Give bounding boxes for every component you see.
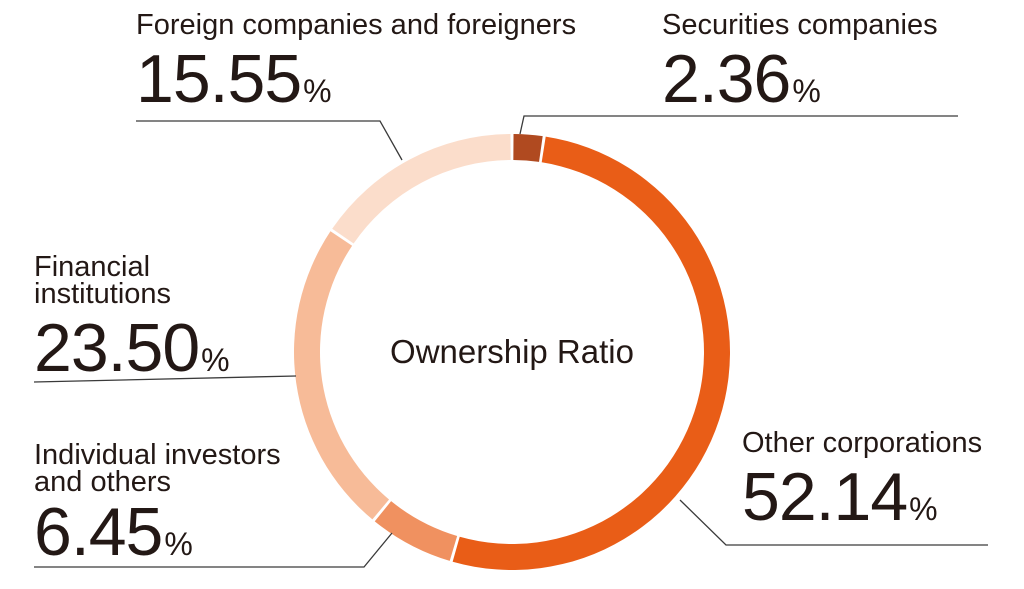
chart-title: Ownership Ratio (390, 333, 634, 370)
leader-financial (33, 375, 297, 383)
label-other-corporations: Other corporations 52.14% (742, 427, 983, 532)
label-securities-companies: Securities companies 2.36% (662, 9, 938, 114)
label-value: 6.45% (34, 498, 281, 566)
value-unit: % (909, 491, 938, 527)
donut-slice-4 (332, 134, 511, 244)
label-value: 2.36% (662, 45, 938, 113)
donut-slice-3 (294, 231, 390, 520)
value-unit: % (164, 526, 193, 562)
label-name: Financial institutions (34, 251, 172, 310)
value-number: 15.55 (136, 41, 302, 117)
leader-individual (34, 532, 393, 568)
label-value: 15.55% (136, 45, 576, 113)
label-foreign-companies: Foreign companies and foreigners 15.55% (136, 9, 577, 114)
label-value: 23.50% (34, 314, 230, 382)
label-financial-institutions: Financial institutions 23.50% (34, 251, 230, 383)
label-individual-investors: Individual investors and others 6.45% (34, 439, 281, 567)
label-name: Individual investors and others (34, 439, 281, 498)
donut-slice-2 (374, 501, 458, 561)
value-number: 2.36 (662, 41, 791, 117)
leader-securities (519, 115, 958, 135)
leader-other (679, 499, 988, 546)
value-number: 6.45 (34, 494, 163, 570)
value-unit: % (792, 73, 821, 109)
value-number: 23.50 (34, 310, 200, 386)
label-name: Foreign companies and foreigners (136, 9, 577, 41)
leader-foreign (136, 120, 403, 161)
value-unit: % (303, 73, 332, 109)
label-name: Other corporations (742, 427, 983, 459)
donut-slice-0 (513, 134, 543, 162)
value-number: 52.14 (742, 459, 908, 535)
value-unit: % (201, 342, 230, 378)
label-value: 52.14% (742, 463, 982, 531)
label-name: Securities companies (662, 9, 938, 41)
